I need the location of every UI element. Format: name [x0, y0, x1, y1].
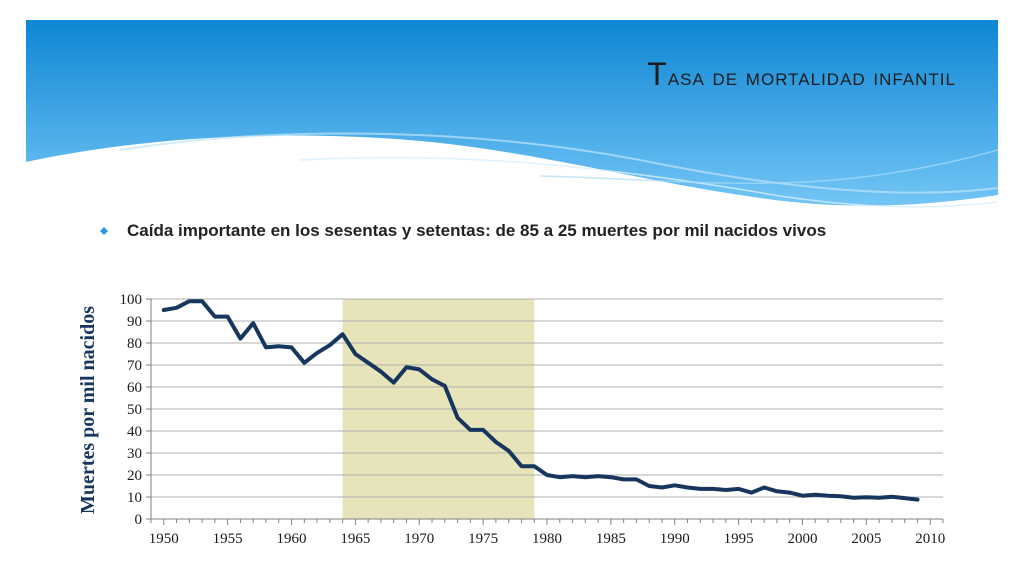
- mortality-series-line: [161, 299, 920, 502]
- x-tick-label: 1950: [149, 531, 179, 547]
- diamond-bullet-icon: [100, 227, 108, 235]
- y-tick-label: 30: [127, 446, 142, 462]
- y-tick-label: 70: [127, 358, 142, 374]
- x-tick-label: 2010: [915, 531, 945, 547]
- y-tick-label: 80: [127, 336, 142, 352]
- x-tick-label: 1970: [404, 531, 434, 547]
- y-tick-label: 10: [127, 490, 142, 506]
- y-tick-label: 0: [135, 512, 143, 528]
- x-tick-label: 1965: [340, 531, 370, 547]
- bullet-item: Caída importante en los sesentas y seten…: [100, 221, 826, 241]
- y-tick-label: 50: [127, 402, 142, 418]
- x-tick-label: 1985: [596, 531, 626, 547]
- x-tick-label: 1960: [277, 531, 307, 547]
- wave-banner: [26, 20, 999, 208]
- y-tick-label: 60: [127, 380, 142, 396]
- bullet-text: Caída importante en los sesentas y seten…: [127, 221, 827, 240]
- title-initial: T: [647, 56, 668, 92]
- x-tick-label: 1955: [213, 531, 243, 547]
- x-tick-label: 1995: [724, 531, 754, 547]
- x-tick-label: 1990: [660, 531, 690, 547]
- y-tick-label: 90: [127, 314, 142, 330]
- x-tick-label: 2005: [851, 531, 881, 547]
- x-tick-label: 1980: [532, 531, 562, 547]
- x-tick-label: 2000: [787, 531, 817, 547]
- slide-title: Tasa de mortalidad infantil: [647, 56, 956, 93]
- y-tick-label: 40: [127, 424, 142, 440]
- x-tick-label: 1975: [468, 531, 498, 547]
- y-tick-label: 20: [127, 468, 142, 484]
- y-axis-title: Muertes por mil nacidos: [77, 306, 99, 514]
- title-rest: asa de mortalidad infantil: [667, 64, 956, 91]
- y-tick-label: 100: [120, 292, 143, 308]
